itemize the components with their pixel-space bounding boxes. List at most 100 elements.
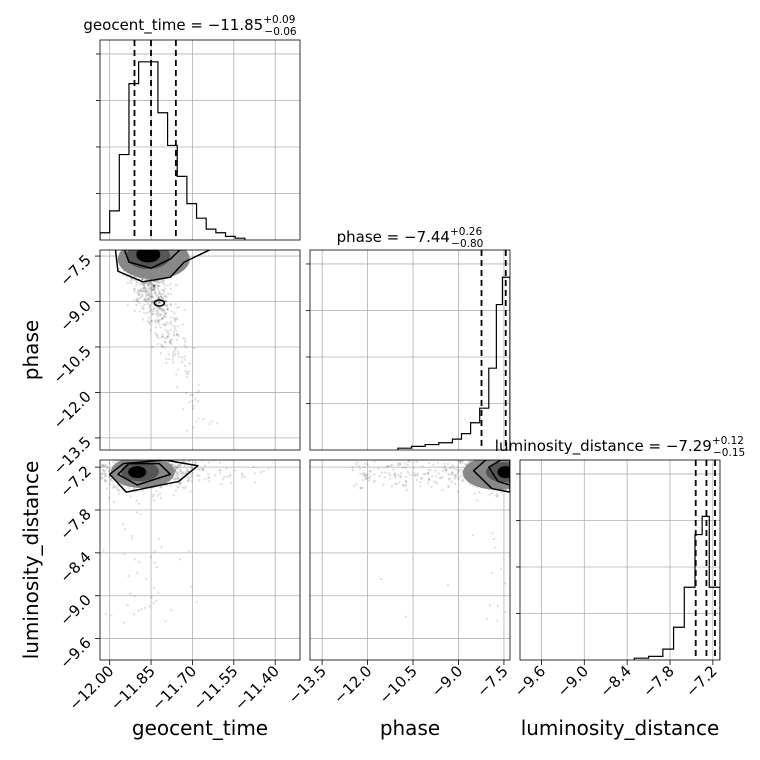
sample-point xyxy=(167,332,171,335)
sample-point xyxy=(501,457,503,459)
sample-point xyxy=(138,560,141,564)
sample-point xyxy=(176,464,180,468)
sample-point xyxy=(481,456,483,458)
sample-point xyxy=(129,592,132,595)
y-tick-label: −12.0 xyxy=(50,388,95,433)
sample-point xyxy=(488,493,491,496)
sample-point xyxy=(180,470,183,473)
sample-point xyxy=(105,466,109,470)
sample-point xyxy=(364,474,367,477)
sample-point xyxy=(140,278,144,281)
sample-point xyxy=(131,246,133,248)
x-axis-label-phase: phase xyxy=(380,716,440,740)
sample-point xyxy=(267,467,270,471)
sample-point xyxy=(406,470,409,473)
sample-point xyxy=(459,454,461,456)
sample-point xyxy=(151,241,153,243)
sample-point xyxy=(173,464,176,467)
sample-point xyxy=(166,284,169,287)
hist-contents-geocent_time xyxy=(100,40,246,240)
sample-point xyxy=(136,300,140,304)
sample-point xyxy=(176,350,180,353)
sample-point xyxy=(143,297,146,301)
sample-point xyxy=(184,460,187,464)
sample-point xyxy=(244,456,246,458)
sample-point xyxy=(412,466,415,470)
sample-point xyxy=(169,287,172,290)
sample-point xyxy=(163,314,166,318)
sample-point xyxy=(151,312,154,316)
sample-point xyxy=(172,334,176,337)
sample-point xyxy=(131,456,133,458)
sample-point xyxy=(144,295,148,299)
sample-point xyxy=(162,281,165,284)
sample-point xyxy=(194,398,197,401)
sample-point xyxy=(175,317,179,320)
sample-point xyxy=(129,279,132,283)
sample-point xyxy=(148,454,150,456)
sample-point xyxy=(172,330,175,334)
sample-point xyxy=(444,468,447,471)
sample-point xyxy=(169,283,172,286)
sample-point xyxy=(145,311,149,315)
sample-point xyxy=(165,361,168,365)
sample-point xyxy=(161,297,164,301)
sample-point xyxy=(446,462,450,466)
sample-point xyxy=(413,474,417,477)
sample-point xyxy=(133,236,135,238)
sample-point xyxy=(443,462,446,466)
sample-point xyxy=(149,300,152,304)
sample-point xyxy=(157,281,160,284)
sample-point xyxy=(191,393,194,397)
sample-point xyxy=(391,463,394,467)
sample-point xyxy=(166,304,169,307)
sample-point xyxy=(175,338,179,342)
sample-point xyxy=(451,473,454,476)
x-axis-geocent_time: −12.00−11.85−11.70−11.55−11.40 xyxy=(66,660,283,714)
x-tick-label: −11.85 xyxy=(107,662,159,714)
sample-point xyxy=(499,491,503,494)
sample-point xyxy=(161,344,164,348)
sample-point xyxy=(384,471,387,474)
sample-point xyxy=(153,291,157,295)
sample-point xyxy=(191,471,194,475)
sample-point xyxy=(182,336,185,340)
sample-point xyxy=(404,475,408,479)
sample-point xyxy=(130,534,133,538)
sample-point xyxy=(153,499,156,502)
sample-point xyxy=(157,454,159,456)
sample-point xyxy=(159,307,162,311)
sample-point xyxy=(165,300,168,303)
sample-point xyxy=(172,355,175,358)
sample-point xyxy=(444,470,448,474)
sample-point xyxy=(101,472,104,475)
sample-point xyxy=(392,468,395,471)
sample-point xyxy=(104,463,107,466)
sample-point xyxy=(396,464,400,467)
sample-point xyxy=(356,460,359,464)
sample-point xyxy=(181,356,184,359)
sample-point xyxy=(160,308,163,312)
contour-line xyxy=(488,460,510,486)
hist-contents-phase xyxy=(397,250,510,450)
sample-point xyxy=(103,478,107,482)
sample-point xyxy=(399,475,402,478)
sample-point xyxy=(394,457,396,459)
sample-point xyxy=(430,485,433,489)
sample-point xyxy=(137,293,140,297)
sample-point xyxy=(142,283,146,286)
sample-point xyxy=(434,480,438,484)
sample-point xyxy=(379,577,382,581)
sample-point xyxy=(108,482,111,486)
sample-point xyxy=(154,319,158,322)
sample-point xyxy=(177,353,180,356)
sample-point xyxy=(158,302,162,305)
hist-panel-phase xyxy=(306,249,511,451)
sample-point xyxy=(147,303,150,306)
sample-point xyxy=(161,333,164,336)
sample-point xyxy=(206,473,210,476)
sample-point xyxy=(138,293,141,297)
sample-point xyxy=(252,465,255,469)
sample-point xyxy=(155,599,158,602)
sample-point xyxy=(132,278,135,282)
